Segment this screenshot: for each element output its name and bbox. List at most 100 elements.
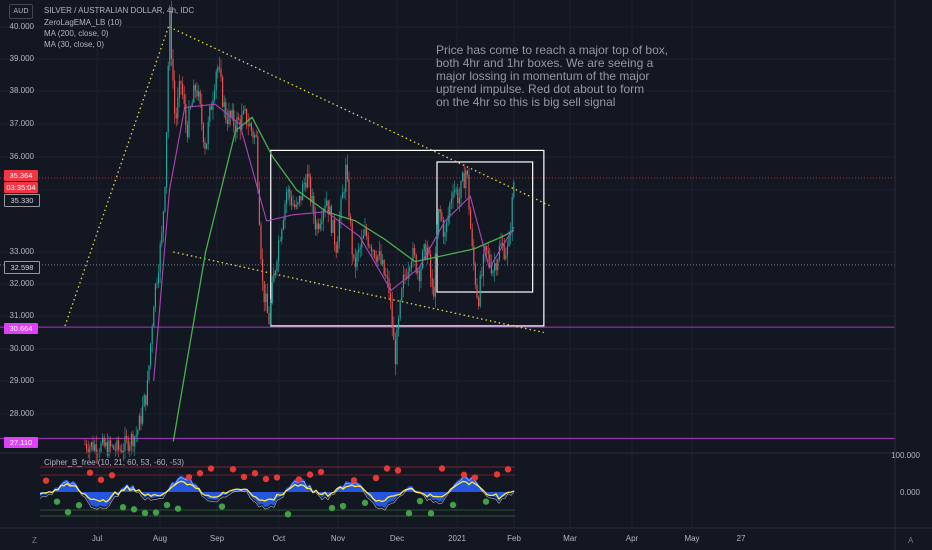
osc-green-dot <box>416 497 424 505</box>
candle-body <box>454 190 456 193</box>
candle-body <box>154 283 156 308</box>
candle-body <box>385 274 387 277</box>
candle-body <box>290 197 292 206</box>
candle-body <box>482 254 484 276</box>
candle-body <box>297 202 299 205</box>
y-tick-label: 40.000 <box>9 22 34 31</box>
candle-body <box>95 444 97 455</box>
candle-body <box>505 255 507 260</box>
candle-body <box>374 250 376 257</box>
candle-body <box>191 102 193 108</box>
osc-red-dot <box>86 469 94 476</box>
candle-body <box>199 91 201 104</box>
candle-body <box>92 442 94 451</box>
candle-body <box>110 440 112 447</box>
candle-body <box>322 210 324 221</box>
candle-body <box>489 253 491 265</box>
candle-body <box>196 90 198 97</box>
candle-body <box>506 246 508 256</box>
candle-body <box>183 94 185 104</box>
candle-body <box>446 221 448 232</box>
oscillator-axis-top: 100.000 <box>891 451 920 460</box>
osc-red-dot <box>383 465 391 472</box>
candle-body <box>130 433 132 446</box>
candle-body <box>338 218 340 242</box>
candle-body <box>172 58 174 82</box>
candle-body <box>137 430 139 435</box>
currency-tag[interactable]: AUD <box>9 4 33 19</box>
candle-body <box>473 246 475 265</box>
osc-red-dot <box>229 465 237 473</box>
candle-body <box>399 300 401 319</box>
candle-body <box>276 261 278 271</box>
indicator-ma30[interactable]: MA (30, close, 0) <box>44 40 105 49</box>
candle-body <box>334 219 336 245</box>
candle-body <box>185 103 187 125</box>
candle-body <box>132 433 134 447</box>
indicator-ma200[interactable]: MA (200, close, 0) <box>44 29 109 38</box>
candle-body <box>513 182 515 198</box>
candle-body <box>486 246 488 251</box>
candle-body <box>247 124 249 127</box>
candle-body <box>310 176 312 203</box>
candle-body <box>105 442 107 447</box>
osc-green-dot <box>141 509 149 517</box>
candle-body <box>327 200 329 215</box>
candle-body <box>190 107 192 108</box>
candle-body <box>174 81 176 114</box>
oscillator-label[interactable]: Cipher_B_free (10, 21, 60, 53, -60, -53) <box>44 458 185 467</box>
candle-body <box>238 117 240 120</box>
osc-green-dot <box>53 498 61 505</box>
candle-body <box>145 395 147 405</box>
candle-body <box>89 446 91 453</box>
candle-body <box>420 268 422 282</box>
indicator-zerolag[interactable]: ZeroLagEMA_LB (10) <box>44 18 122 27</box>
candle-body <box>175 113 177 119</box>
candle-body <box>161 232 163 245</box>
x-tick-label: Oct <box>272 534 286 543</box>
osc-green-dot <box>64 508 72 516</box>
auto-scale-button[interactable]: A <box>908 536 914 545</box>
candle-body <box>231 110 233 118</box>
candle-body <box>204 142 206 149</box>
candle-body <box>294 204 296 208</box>
x-tick-label: Dec <box>389 534 405 543</box>
osc-green-dot <box>328 504 336 512</box>
candle-body <box>414 247 416 255</box>
osc-green-dot <box>152 509 160 516</box>
chart-title[interactable]: SILVER / AUSTRALIAN DOLLAR, 4h, IDC <box>44 6 195 15</box>
candle-body <box>119 449 121 451</box>
candle-body <box>490 264 492 274</box>
candle-body <box>234 126 236 133</box>
osc-red-dot <box>317 468 325 476</box>
candle-body <box>330 206 332 233</box>
candle-body <box>438 209 440 235</box>
osc-red-dot <box>196 469 204 477</box>
y-tick-label: 37.000 <box>9 119 34 128</box>
price-badge: 03:35:04 <box>4 182 38 193</box>
candle-body <box>498 246 500 260</box>
candle-body <box>302 184 304 201</box>
candle-body <box>452 192 454 199</box>
timezone-button[interactable]: Z <box>32 536 37 545</box>
candle-body <box>380 251 382 264</box>
candle-body <box>159 244 161 273</box>
osc-red-dot <box>273 474 281 481</box>
candle-body <box>410 261 412 268</box>
osc-red-dot <box>372 474 380 482</box>
candle-body <box>222 76 224 107</box>
candle-body <box>481 275 483 276</box>
candle-body <box>471 228 473 247</box>
candle-body <box>260 224 262 260</box>
candle-body <box>156 283 158 284</box>
osc-red-dot <box>504 466 512 473</box>
candle-body <box>146 379 148 405</box>
candle-body <box>252 130 254 138</box>
candle-body <box>250 123 252 131</box>
candle-body <box>111 445 113 447</box>
candle-body <box>492 271 494 274</box>
y-tick-label: 39.000 <box>9 54 34 63</box>
candle-body <box>158 272 160 284</box>
